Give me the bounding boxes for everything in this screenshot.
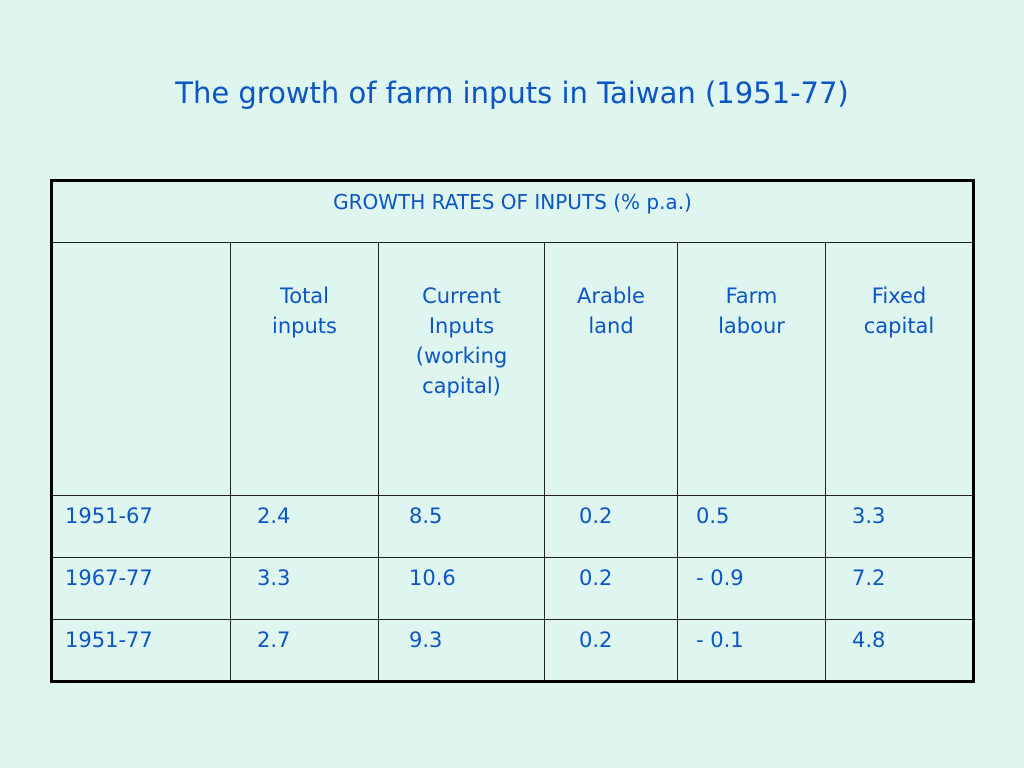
period-cell: 1951-67 [51,495,231,558]
header-cell: Arable land [544,242,678,496]
value-cell: 9.3 [378,619,545,682]
header-cell: Current Inputs (working capital) [378,242,545,496]
data-row: 1951-77 2.7 9.3 0.2- 0.1 4.8 [51,619,974,682]
value-cell: 0.2 [544,495,678,558]
value-cell: 0.5 [677,495,826,558]
caption-row: GROWTH RATES OF INPUTS (% p.a.) [51,180,974,243]
table-caption: GROWTH RATES OF INPUTS (% p.a.) [51,180,974,243]
value-cell: 3.3 [230,557,379,620]
header-cell: Total inputs [230,242,379,496]
value-cell: 3.3 [825,495,974,558]
value-cell: - 0.9 [677,557,826,620]
header-text: Current Inputs (working capital) [415,284,508,398]
value-cell: - 0.1 [677,619,826,682]
header-text: Arable land [577,284,645,338]
header-text: Total inputs [272,284,337,338]
header-row: Total inputs Current Inputs (working capi… [51,242,974,496]
value-cell: 0.2 [544,557,678,620]
period-cell: 1967-77 [51,557,231,620]
period-cell: 1951-77 [51,619,231,682]
empty-header-cell [51,242,231,496]
data-row: 1951-67 2.4 8.5 0.2 0.5 3.3 [51,495,974,558]
header-text: Farm labour [718,284,785,338]
data-table: GROWTH RATES OF INPUTS (% p.a.) Total in… [50,179,975,683]
value-cell: 4.8 [825,619,974,682]
value-cell: 10.6 [378,557,545,620]
value-cell: 2.7 [230,619,379,682]
header-cell: Farm labour [677,242,826,496]
value-cell: 2.4 [230,495,379,558]
header-text: Fixed capital [863,284,935,338]
header-cell: Fixed capital [825,242,974,496]
value-cell: 8.5 [378,495,545,558]
data-row: 1967-77 3.3 10.6 0.2- 0.9 7.2 [51,557,974,620]
slide-title: The growth of farm inputs in Taiwan (195… [175,76,849,110]
value-cell: 0.2 [544,619,678,682]
value-cell: 7.2 [825,557,974,620]
